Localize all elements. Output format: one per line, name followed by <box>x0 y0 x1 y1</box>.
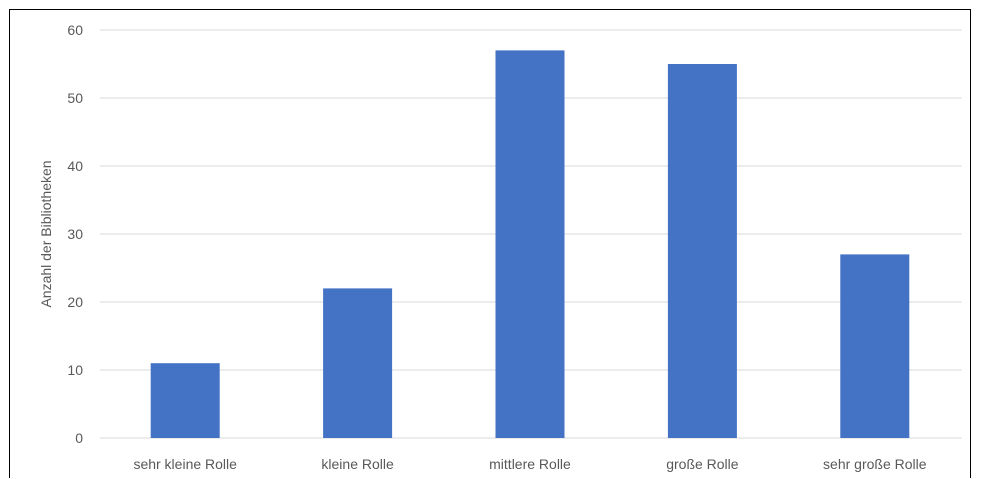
y-tick-label: 60 <box>67 22 83 38</box>
y-tick-label: 40 <box>67 158 83 174</box>
x-tick-label: sehr kleine Rolle <box>133 456 237 472</box>
y-tick-label: 50 <box>67 90 83 106</box>
y-tick-label: 0 <box>75 430 83 446</box>
y-tick-label: 20 <box>67 294 83 310</box>
bar <box>323 288 393 438</box>
x-tick-label: kleine Rolle <box>321 456 394 472</box>
x-tick-label: große Rolle <box>666 456 739 472</box>
y-tick-labels: 0 10 20 30 40 50 60 <box>67 22 83 446</box>
x-tick-label: sehr große Rolle <box>823 456 927 472</box>
y-tick-label: 30 <box>67 226 83 242</box>
bars <box>150 50 910 439</box>
bar <box>840 254 910 438</box>
x-tick-labels: sehr kleine Rolle kleine Rolle mittlere Ro… <box>133 456 926 472</box>
bar <box>495 50 565 439</box>
y-axis-label: Anzahl der Bibliotheken <box>38 160 54 307</box>
bar <box>667 64 737 438</box>
bar <box>150 363 220 438</box>
x-tick-label: mittlere Rolle <box>489 456 571 472</box>
y-tick-label: 10 <box>67 362 83 378</box>
